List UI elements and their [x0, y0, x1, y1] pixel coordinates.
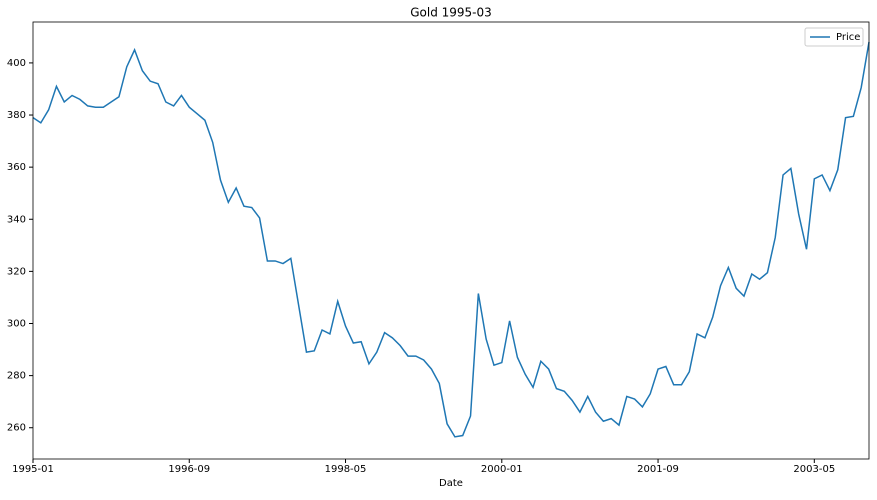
y-tick-label: 340 [7, 214, 26, 225]
x-tick-label: 2000-01 [481, 464, 523, 475]
price-line [32, 41, 870, 438]
x-tick-label: 1995-01 [12, 464, 54, 475]
x-tick-label: 2001-09 [637, 464, 679, 475]
legend-label: Price [836, 32, 860, 43]
y-tick-label: 320 [7, 266, 26, 277]
chart-title: Gold 1995-03 [410, 6, 492, 20]
y-tick-label: 260 [7, 423, 26, 434]
x-tick-label: 1998-05 [325, 464, 367, 475]
x-tick-label: 2003-05 [793, 464, 835, 475]
plot-frame [32, 21, 870, 460]
y-tick-label: 400 [7, 58, 26, 69]
y-tick-label: 380 [7, 110, 26, 121]
y-tick-label: 360 [7, 162, 26, 173]
y-tick-label: 300 [7, 318, 26, 329]
x-axis-label: Date [439, 478, 463, 489]
x-tick-label: 1996-09 [168, 464, 210, 475]
legend-box [804, 27, 864, 47]
y-tick-label: 280 [7, 371, 26, 382]
